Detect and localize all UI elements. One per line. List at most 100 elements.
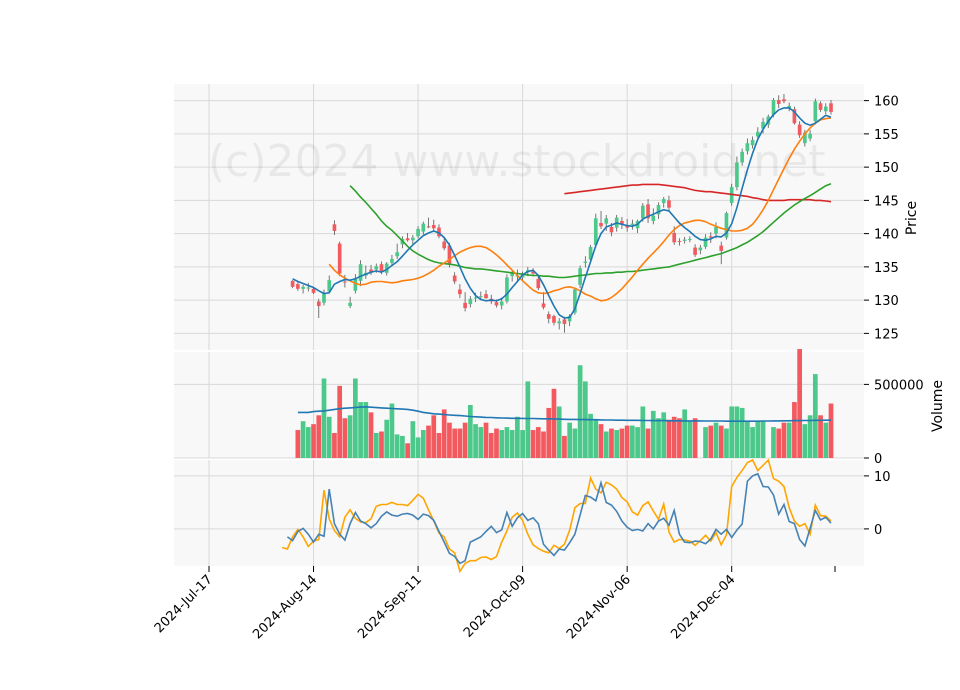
- volume-bar-down: [337, 385, 343, 458]
- candle-up: [327, 280, 332, 292]
- volume-bar-down: [598, 424, 604, 458]
- candle-down: [458, 289, 462, 295]
- volume-bar-down: [441, 409, 447, 458]
- candle-up: [384, 263, 389, 273]
- volume-bar-down: [645, 428, 651, 458]
- volume-bar-up: [734, 406, 740, 458]
- volume-axis-label: Volume: [930, 380, 946, 432]
- volume-tick-label: 500000: [874, 378, 924, 393]
- candle-up: [593, 218, 598, 245]
- candle-up: [358, 264, 363, 281]
- volume-bar-down: [332, 432, 337, 458]
- volume-bar-down: [379, 431, 384, 458]
- volume-bar-up: [567, 422, 573, 458]
- volume-bar-down: [530, 430, 536, 458]
- candle-down: [693, 247, 697, 255]
- candle-down: [536, 278, 541, 289]
- volume-bar-up: [729, 406, 735, 458]
- volume-bar-down: [494, 428, 499, 458]
- candle-down: [452, 275, 457, 282]
- candle-up: [771, 99, 776, 115]
- candle-up: [803, 132, 807, 144]
- x-tick-label: 2024-Aug-14: [250, 572, 320, 642]
- volume-bar-up: [786, 422, 792, 458]
- candle-down: [677, 240, 682, 242]
- price-tick-label: 135: [874, 261, 899, 276]
- volume-bar-up: [326, 416, 332, 458]
- candle-down: [332, 224, 337, 231]
- volume-bar-up: [650, 410, 656, 458]
- candle-down: [337, 243, 342, 274]
- volume-bar-up: [363, 402, 369, 458]
- candle-up: [395, 252, 399, 257]
- candle-up: [478, 296, 483, 298]
- volume-bar-up: [400, 435, 405, 458]
- volume-bar-up: [305, 427, 311, 458]
- candle-down: [463, 302, 467, 309]
- volume-bar-down: [316, 415, 322, 458]
- volume-bar-up: [321, 378, 327, 458]
- volume-bar-up: [394, 434, 400, 458]
- candle-up: [348, 302, 352, 307]
- candle-down: [599, 222, 603, 227]
- volume-bar-up: [410, 421, 416, 458]
- candle-up: [787, 105, 792, 108]
- candle-up: [505, 277, 509, 302]
- volume-bar-up: [572, 428, 578, 458]
- volume-bar-up: [515, 416, 520, 458]
- watermark-text: (c)2024 www.stockdroid.net: [208, 136, 825, 187]
- volume-bar-down: [562, 435, 567, 458]
- candle-down: [531, 271, 535, 274]
- candle-up: [374, 266, 379, 270]
- candle-up: [499, 301, 504, 306]
- volume-bar-up: [640, 406, 646, 458]
- volume-bar-up: [467, 405, 473, 458]
- candle-up: [714, 226, 718, 234]
- volume-bar-down: [792, 402, 797, 458]
- candle-up: [688, 238, 692, 240]
- volume-bar-down: [295, 430, 301, 458]
- candle-down: [447, 245, 452, 265]
- candle-up: [703, 237, 708, 247]
- candle-up: [322, 293, 326, 303]
- volume-bar-down: [624, 425, 630, 458]
- candle-down: [311, 288, 316, 293]
- volume-bar-down: [718, 425, 724, 458]
- volume-bar-up: [812, 374, 818, 458]
- volume-bar-down: [828, 403, 834, 458]
- candle-up: [656, 205, 661, 215]
- candle-down: [625, 225, 629, 228]
- volume-bar-down: [342, 418, 348, 458]
- candle-down: [562, 319, 567, 325]
- volume-bar-up: [760, 421, 766, 458]
- candle-down: [541, 303, 546, 308]
- candle-up: [604, 218, 609, 224]
- ma-fast-line: [292, 107, 832, 319]
- candle-up: [421, 223, 426, 232]
- volume-bar-up: [635, 427, 640, 458]
- candle-up: [411, 237, 415, 241]
- candle-up: [353, 278, 358, 291]
- candle-down: [552, 316, 556, 323]
- volume-bar-up: [713, 422, 719, 458]
- volume-bar-up: [499, 430, 505, 458]
- volume-bar-up: [504, 427, 510, 458]
- candle-up: [301, 286, 305, 289]
- candle-down: [782, 99, 786, 102]
- volume-bar-up: [577, 365, 583, 458]
- volume-bar-down: [692, 418, 698, 458]
- candle-down: [776, 99, 781, 104]
- candle-up: [740, 151, 744, 163]
- volume-bar-up: [755, 421, 761, 458]
- candle-up: [390, 258, 394, 263]
- price-axis-label: Price: [904, 201, 920, 235]
- volume-bar-down: [551, 388, 557, 458]
- candle-up: [510, 272, 514, 277]
- volume-bar-up: [353, 378, 358, 458]
- candle-down: [431, 224, 436, 229]
- volume-bar-up: [802, 424, 808, 458]
- volume-bar-up: [420, 430, 426, 458]
- candle-up: [750, 139, 755, 146]
- candle-up: [567, 316, 572, 322]
- candle-up: [588, 246, 593, 260]
